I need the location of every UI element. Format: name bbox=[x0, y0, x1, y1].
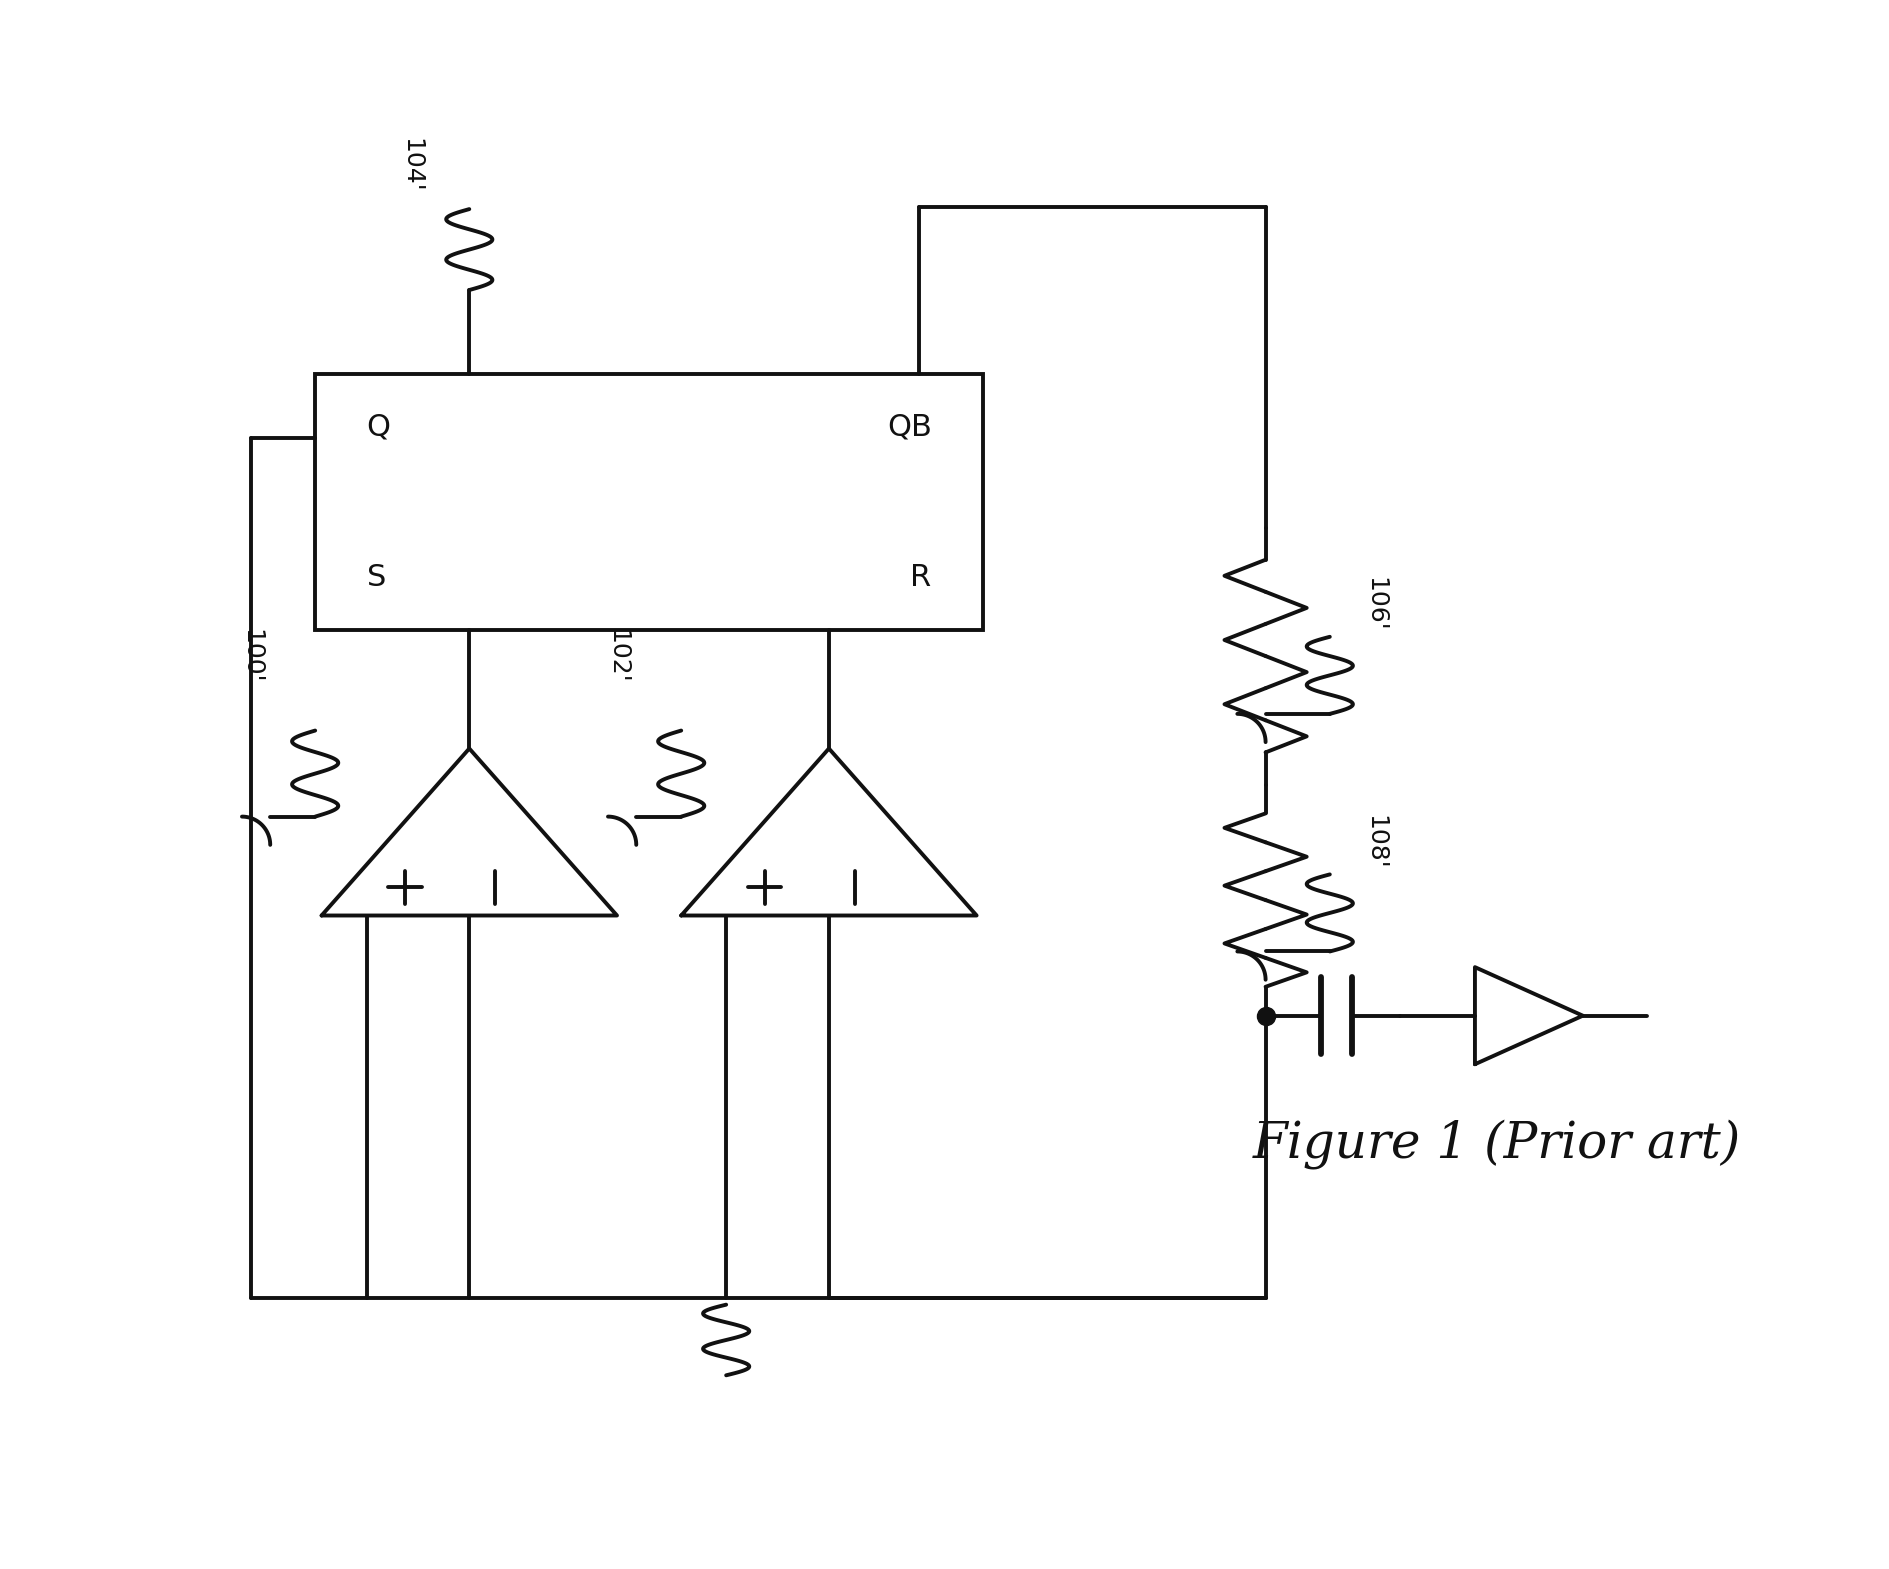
Bar bbox=[315, 373, 982, 631]
Text: S: S bbox=[366, 563, 385, 592]
Text: 100': 100' bbox=[238, 629, 263, 684]
Text: 106': 106' bbox=[1362, 577, 1387, 632]
Text: Q: Q bbox=[366, 413, 391, 441]
Text: 102': 102' bbox=[604, 629, 629, 684]
Text: 108': 108' bbox=[1362, 814, 1387, 869]
Text: 104': 104' bbox=[399, 138, 423, 193]
Text: Figure 1 (Prior art): Figure 1 (Prior art) bbox=[1252, 1119, 1742, 1169]
Text: QB: QB bbox=[886, 413, 931, 441]
Text: R: R bbox=[910, 563, 931, 592]
